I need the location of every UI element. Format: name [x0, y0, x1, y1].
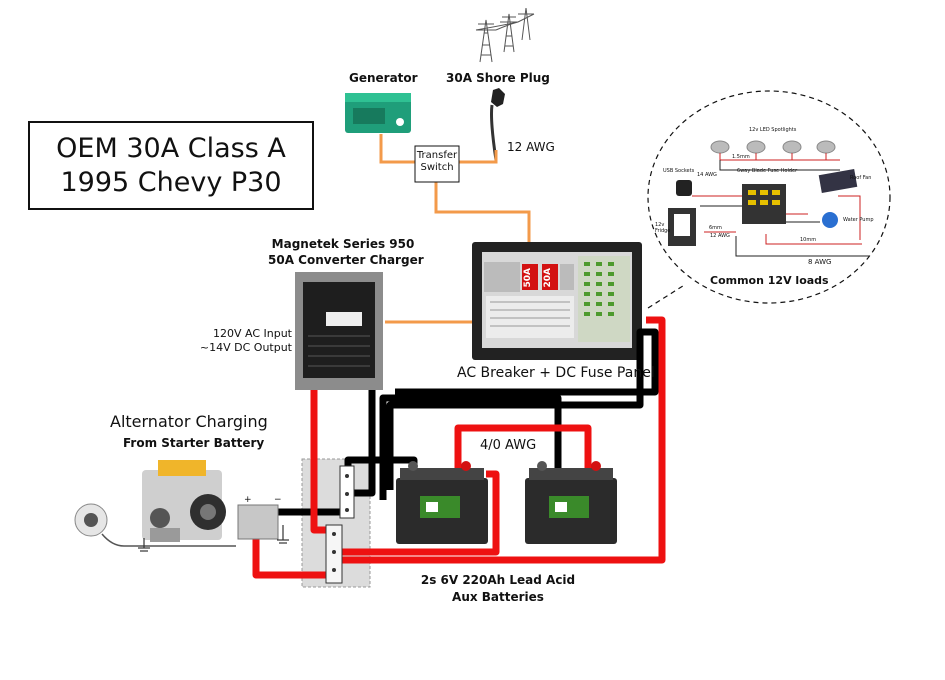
ground-symbols	[138, 525, 289, 552]
loads-awg8-label: 8 AWG	[808, 258, 832, 266]
engine-icon	[142, 460, 226, 542]
bus-bar-contacts	[325, 465, 355, 584]
loads-caption: Common 12V loads	[710, 274, 829, 287]
converter-title-line-1: Magnetek Series 950	[271, 237, 415, 251]
wire-4-0awg-label: 4/0 AWG	[478, 438, 539, 453]
transfer-switch-line-2: Switch	[420, 162, 454, 173]
battery-1-icon	[396, 461, 488, 544]
panel-label: AC Breaker + DC Fuse Panel	[457, 365, 655, 381]
loads-mm10-label: 10mm	[800, 237, 817, 243]
loads-mm6-label: 6mm	[709, 225, 722, 231]
svg-text:−: −	[274, 495, 282, 505]
ac-dc-panel	[472, 242, 642, 360]
breaker-50a-label: 50A	[523, 268, 533, 288]
ignition-switch-icon	[74, 503, 236, 547]
loads-awg12-label: 12 AWG	[710, 233, 730, 239]
breaker-20a-label: 20A	[543, 268, 553, 288]
converter-title: Magnetek Series 950 50A Converter Charge…	[268, 236, 424, 268]
diagram-title: OEM 30A Class A 1995 Chevy P30	[28, 121, 314, 210]
converter-title-line-2: 50A Converter Charger	[268, 253, 424, 267]
title-line-1: OEM 30A Class A	[56, 132, 286, 164]
loads-fuse-holder-label: 6way Blade Fuse Holder	[737, 168, 798, 174]
wire-12awg-label: 12 AWG	[507, 140, 555, 154]
svg-text:+: +	[244, 495, 252, 505]
loads-roof-fan-label: Roof Fan	[850, 175, 872, 181]
starter-battery-icon: + −	[237, 495, 282, 540]
transfer-switch	[414, 145, 460, 183]
alternator-subtitle: From Starter Battery	[123, 436, 265, 450]
loads-spotlights-label: 12v LED Spotlights	[749, 127, 797, 133]
transfer-switch-line-1: Transfer	[416, 150, 458, 161]
loads-fridge-label: 12v Fridge	[655, 222, 671, 234]
converter-charger-icon	[295, 272, 383, 390]
converter-io-line-2: ~14V DC Output	[199, 341, 292, 354]
shore-plug-icon	[490, 88, 505, 161]
shore-plug-label: 30A Shore Plug	[446, 71, 550, 85]
loads-mm15-label: 1.5mm	[732, 154, 750, 160]
battery-2-icon	[525, 461, 617, 544]
transfer-switch-label: Transfer Switch	[416, 150, 458, 174]
loads-awg14-label: 14 AWG	[697, 172, 717, 178]
batteries-line-1: 2s 6V 220Ah Lead Acid	[420, 573, 576, 587]
converter-io-label: 120V AC Input ~14V DC Output	[196, 327, 292, 355]
loads-water-pump-label: Water Pump	[843, 217, 874, 223]
generator-label: Generator	[349, 71, 418, 85]
alternator-title: Alternator Charging	[110, 412, 268, 431]
power-tower-icon	[475, 7, 535, 63]
loads-diagram	[668, 140, 870, 257]
batteries-line-2: Aux Batteries	[452, 590, 544, 604]
batteries-label: 2s 6V 220Ah Lead Acid Aux Batteries	[400, 572, 596, 606]
converter-io-line-1: 120V AC Input	[212, 327, 292, 340]
loads-usb-label: USB Sockets	[663, 168, 695, 174]
title-line-2: 1995 Chevy P30	[60, 166, 282, 198]
generator-icon	[345, 93, 411, 133]
